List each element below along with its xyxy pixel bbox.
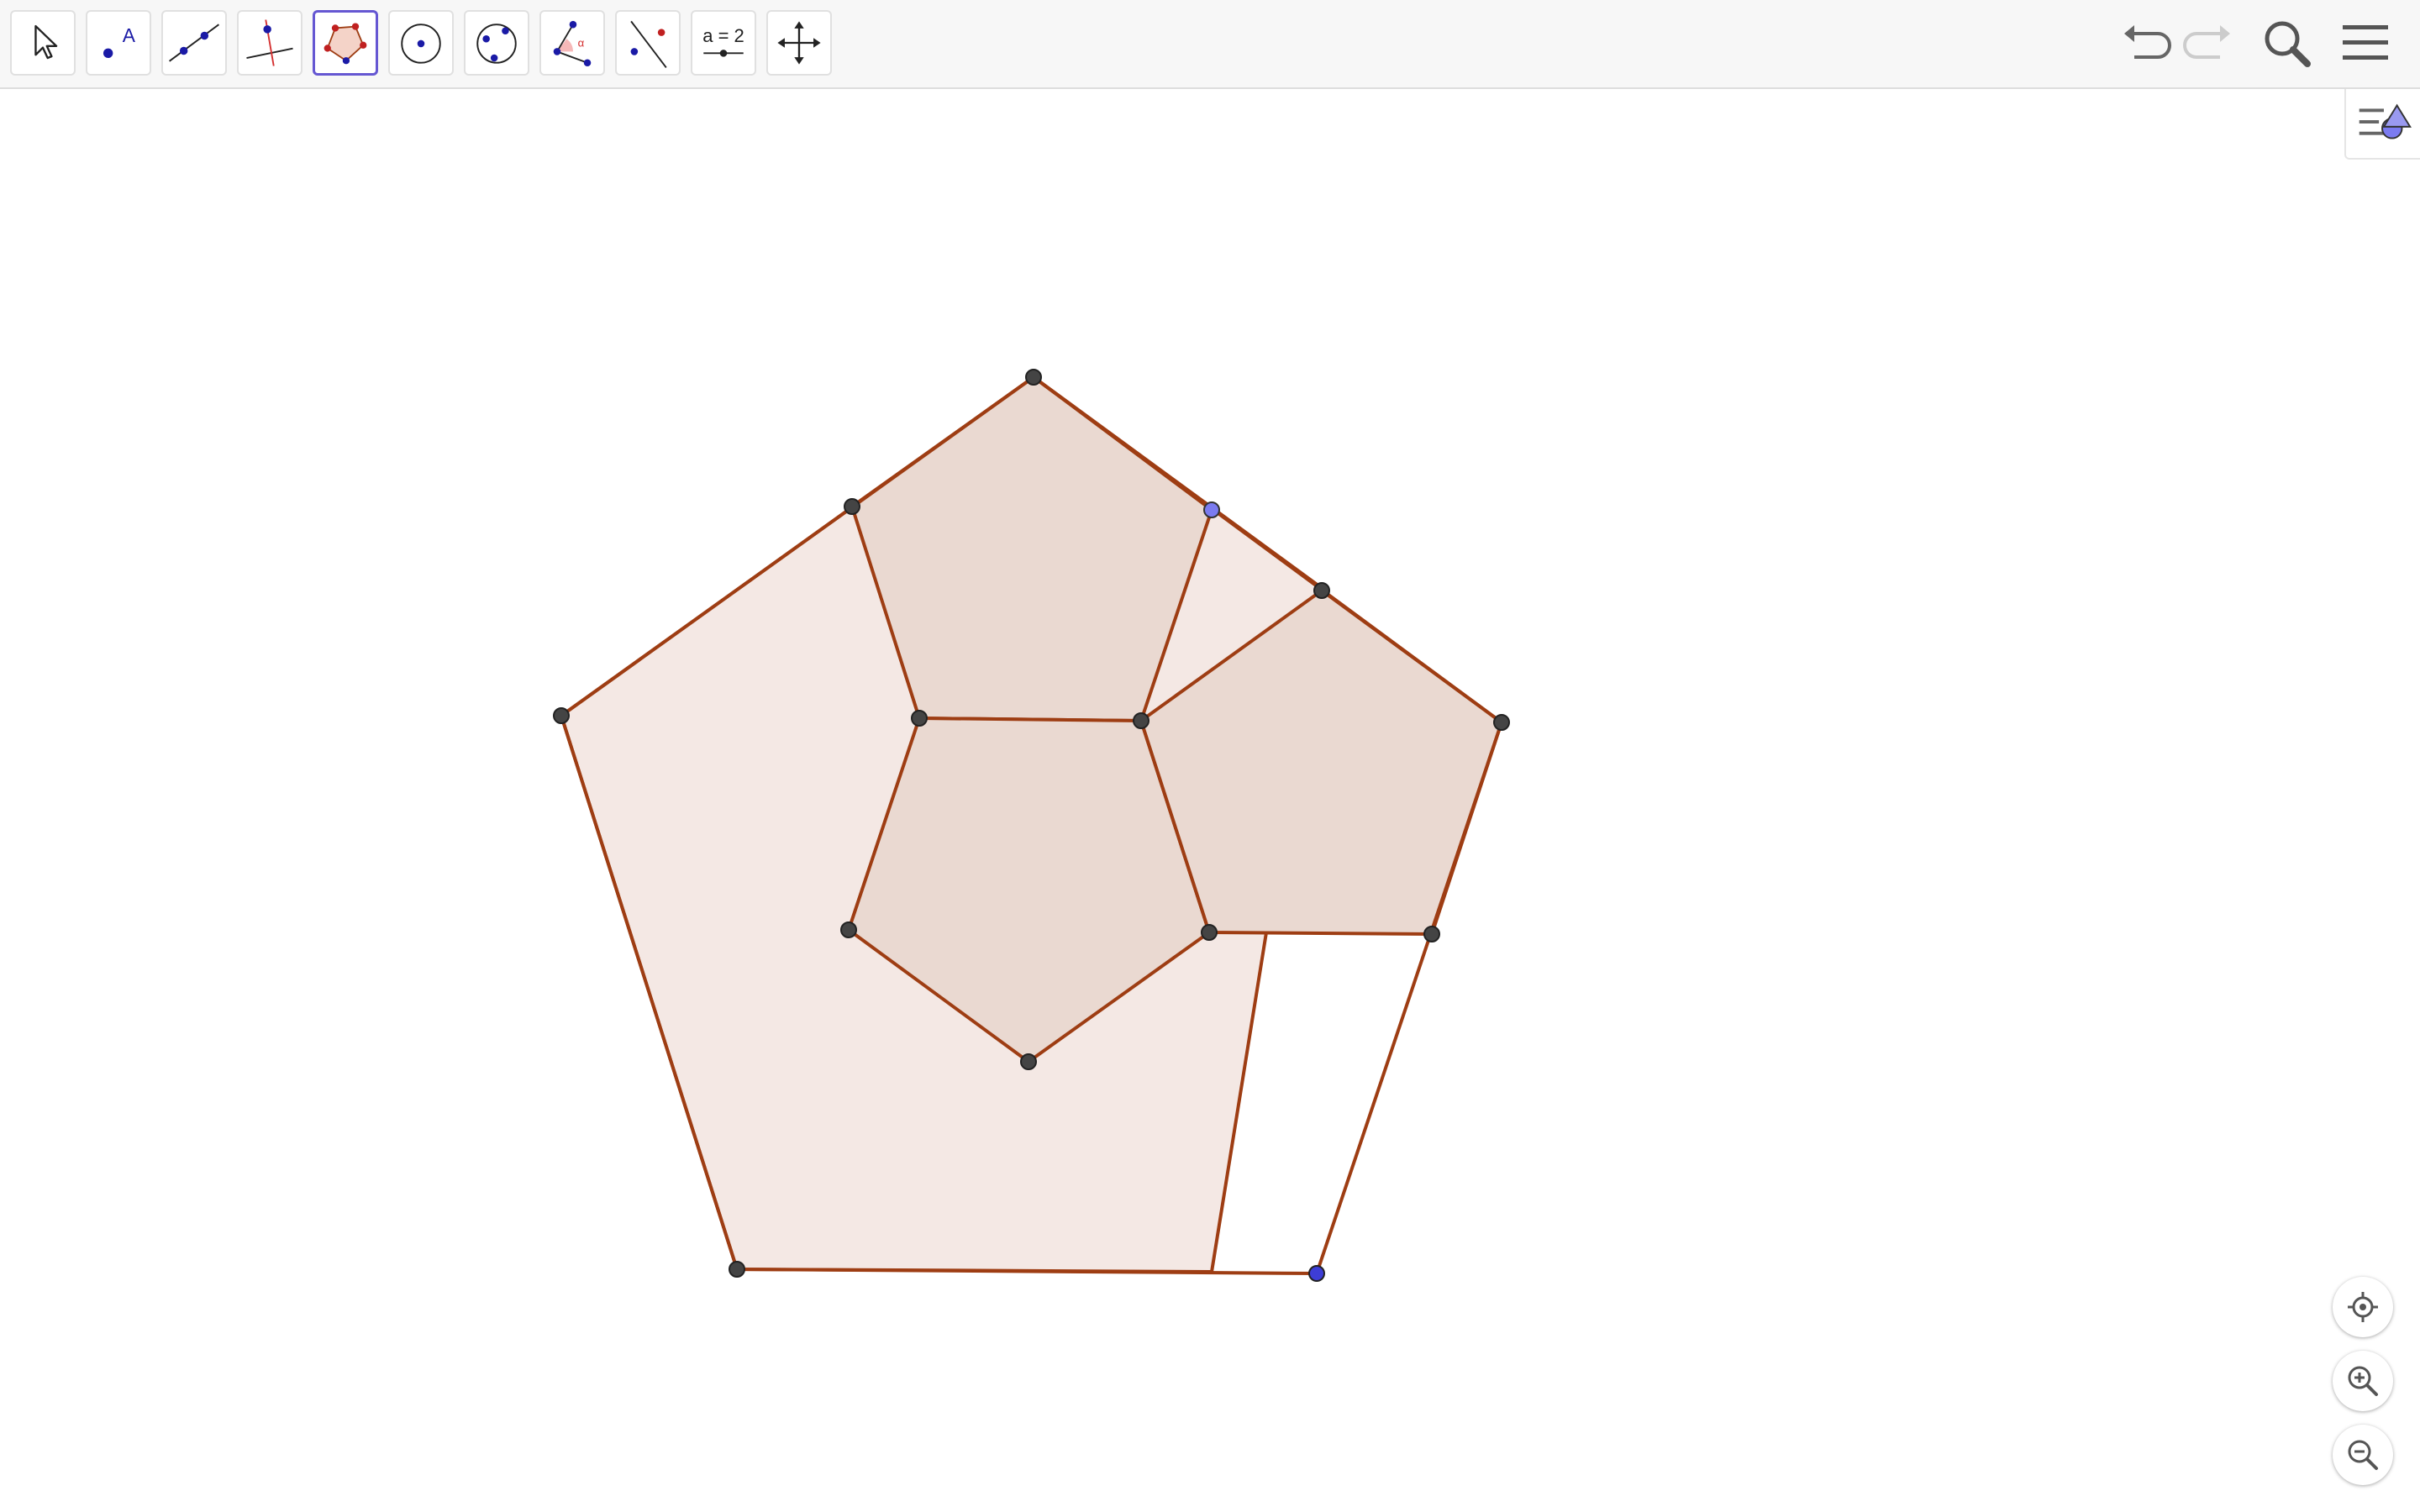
standard-view-icon [2348,1292,2378,1322]
point-free-upper[interactable] [1203,501,1220,518]
polygon-tool-button[interactable] [313,10,378,76]
line-through-two-points-icon [169,24,219,62]
perpendicular-tool-button[interactable] [237,10,302,76]
slider-tool-button[interactable]: a = 2 [691,10,756,76]
menu-icon [2343,25,2388,60]
algebra-view-toggle-button[interactable] [2344,89,2420,160]
point-top[interactable] [1025,369,1042,386]
standard-view-button[interactable] [2333,1277,2393,1337]
circle-through-three-points-icon [476,24,517,64]
reflect-about-line-icon [630,20,667,68]
main-menu-button[interactable] [2331,8,2402,79]
point-upper-left[interactable] [844,498,860,515]
point-bottom-left[interactable] [729,1261,745,1278]
point-free-bottom-right[interactable] [1308,1265,1325,1282]
point-center-left[interactable] [911,710,928,727]
point-lower-right-inner[interactable] [1423,926,1440,942]
angle-tool-button[interactable]: α [539,10,605,76]
zoom-out-icon [2348,1440,2378,1470]
zoom-in-button[interactable] [2333,1351,2393,1411]
undo-icon [2124,25,2171,59]
polygon-icon [324,23,367,65]
angle-tool-glyph: α [578,37,585,50]
redo-button[interactable] [2173,8,2244,79]
angle-icon: α [553,20,592,66]
point-tool-glyph: A [123,24,136,46]
point-tool-button[interactable]: A [86,10,151,76]
top-inner-pentagon[interactable] [850,375,1213,722]
arrow-cursor-icon [34,24,58,60]
circle-center-point-icon [401,24,441,64]
point-upper-right[interactable] [1313,582,1330,599]
toolbar: A [0,0,2420,89]
point-center-right[interactable] [1133,712,1150,729]
circle-three-points-tool-button[interactable] [464,10,529,76]
circle-tool-button[interactable] [388,10,454,76]
slider-tool-label: a = 2 [702,25,744,46]
center-inner-pentagon[interactable] [847,717,1211,1063]
point-lower-center[interactable] [1201,924,1218,941]
search-button[interactable] [2252,8,2323,79]
undo-button[interactable] [2111,8,2181,79]
search-icon [2265,21,2311,67]
point-right[interactable] [1493,714,1510,731]
zoom-out-button[interactable] [2333,1425,2393,1485]
point-lower-left-inner[interactable] [840,921,857,938]
move-tool-button[interactable] [10,10,76,76]
move-graphics-view-icon [777,21,821,65]
redo-icon [2183,25,2230,59]
perpendicular-line-icon [246,19,293,66]
line-tool-button[interactable] [161,10,227,76]
outer-pentagon-outline [560,375,1503,1275]
move-view-tool-button[interactable] [766,10,832,76]
point-icon: A [103,24,136,59]
graphics-view[interactable] [0,89,2420,1512]
reflect-tool-button[interactable] [615,10,681,76]
construction-points [553,369,1510,1282]
algebra-view-toggle-icon [2359,103,2412,139]
slider-icon [703,50,744,57]
point-left[interactable] [553,707,570,724]
zoom-in-icon [2348,1366,2378,1396]
point-inner-bottom[interactable] [1020,1053,1037,1070]
